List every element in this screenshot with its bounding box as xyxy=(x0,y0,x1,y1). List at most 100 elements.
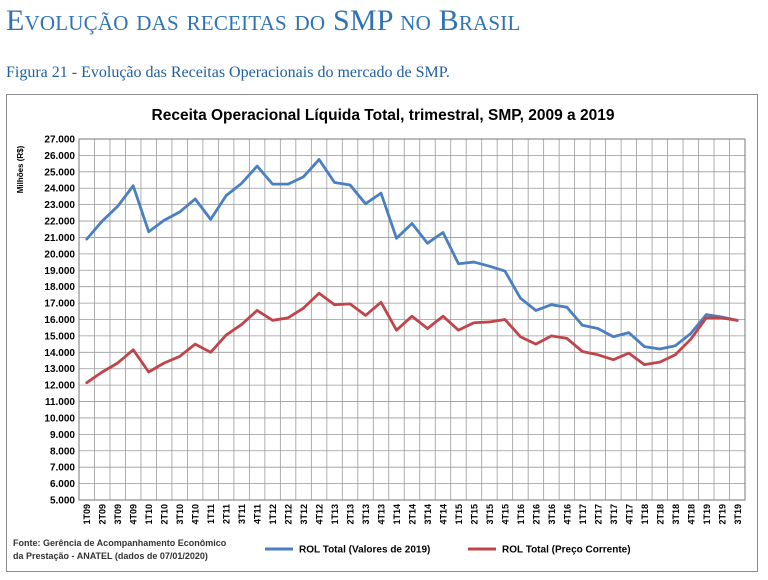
x-tick-label: 1T19 xyxy=(702,504,712,525)
x-tick-label: 1T12 xyxy=(268,504,278,525)
x-tick-label: 1T13 xyxy=(330,504,340,525)
series-2-point xyxy=(534,342,538,346)
series-1-point xyxy=(379,191,383,195)
series-1-point xyxy=(240,182,243,185)
x-tick-label: 3T10 xyxy=(175,504,185,525)
series-1-point xyxy=(534,309,538,312)
y-tick-label: 10.000 xyxy=(44,413,75,424)
series-1-point xyxy=(101,219,104,223)
x-tick-label: 1T17 xyxy=(578,504,588,525)
series-2-point xyxy=(364,314,367,317)
y-tick-label: 19.000 xyxy=(44,266,75,277)
series-line-2 xyxy=(85,291,739,385)
series-1-point xyxy=(472,260,476,264)
series-2-point xyxy=(193,342,197,346)
series-1-point xyxy=(162,219,166,222)
x-tick-label: 4T12 xyxy=(315,504,325,525)
series-1-point xyxy=(643,345,646,348)
series-2-point xyxy=(379,301,383,304)
y-tick-label: 7.000 xyxy=(50,463,75,474)
series-2-point xyxy=(85,381,88,384)
series-1-point xyxy=(348,183,352,187)
series-2-point xyxy=(519,335,522,338)
x-tick-label: 3T14 xyxy=(423,504,433,525)
series-2-point xyxy=(627,351,631,355)
series-1-point xyxy=(581,324,584,327)
series-2-point xyxy=(209,351,212,354)
x-tick-label: 4T09 xyxy=(129,504,139,525)
series-1-point xyxy=(395,237,398,240)
y-tick-label: 25.000 xyxy=(44,167,75,178)
series-1-point xyxy=(364,202,367,206)
series-1-point xyxy=(519,296,522,300)
x-tick-label: 2T09 xyxy=(98,504,108,525)
series-2-point xyxy=(132,348,135,352)
x-tick-label: 2T18 xyxy=(655,504,665,525)
source-line-2: da Prestação - ANATEL (dados de 07/01/20… xyxy=(13,551,208,561)
x-tick-label: 2T13 xyxy=(346,504,356,525)
series-2-point xyxy=(302,306,305,310)
series-2-point xyxy=(674,353,677,356)
y-tick-label: 12.000 xyxy=(44,381,75,392)
y-tick-label: 26.000 xyxy=(44,151,75,162)
series-1-point xyxy=(426,241,429,245)
series-1-point xyxy=(627,331,631,334)
x-tick-label: 4T10 xyxy=(191,504,201,525)
plot-area-border xyxy=(78,138,746,501)
series-1-point xyxy=(224,194,228,197)
series-2-point xyxy=(116,361,119,365)
legend-label-1: ROL Total (Valores de 2019) xyxy=(299,545,430,556)
series-2-point xyxy=(596,353,600,356)
x-tick-label: 4T16 xyxy=(562,504,572,525)
series-1-point xyxy=(503,269,507,273)
x-tick-label: 4T15 xyxy=(500,504,510,525)
points-layer xyxy=(85,158,739,384)
y-tick-label: 5.000 xyxy=(50,496,75,507)
series-2-point xyxy=(720,316,723,320)
x-tick-label: 1T09 xyxy=(82,504,92,525)
series-2-point xyxy=(736,319,739,322)
y-tick-label: 15.000 xyxy=(44,331,75,342)
series-1-point xyxy=(317,158,321,161)
y-tick-label: 6.000 xyxy=(50,479,75,490)
x-tick-label: 2T17 xyxy=(593,504,603,525)
series-2-point xyxy=(410,315,414,318)
x-tick-label: 3T15 xyxy=(485,504,495,525)
x-tick-label: 2T19 xyxy=(717,504,727,525)
series-1-point xyxy=(271,182,274,186)
x-tick-label: 3T18 xyxy=(671,504,681,525)
series-2-point xyxy=(317,292,321,295)
series-2-point xyxy=(426,327,429,330)
series-2-point xyxy=(255,309,259,312)
chart-frame: Receita Operacional Líquida Total, trime… xyxy=(6,94,758,572)
series-1-point xyxy=(689,332,692,335)
series-1-point xyxy=(457,262,460,265)
series-1-point xyxy=(147,230,150,233)
series-1-point xyxy=(410,222,414,225)
x-tick-label: 1T10 xyxy=(144,504,154,525)
series-1-point xyxy=(286,182,290,186)
y-axis-label: Milhões (R$) xyxy=(16,145,25,193)
series-2-point xyxy=(441,315,445,318)
x-tick-label: 3T13 xyxy=(361,504,371,525)
y-tick-label: 23.000 xyxy=(44,200,75,211)
x-tick-label: 4T14 xyxy=(438,504,448,525)
series-2-point xyxy=(503,318,507,321)
x-tick-label: 1T18 xyxy=(640,504,650,525)
series-1-point xyxy=(705,313,708,316)
series-1-point xyxy=(193,197,197,201)
series-1-point xyxy=(85,237,88,241)
series-1-point xyxy=(132,184,135,187)
y-tick-label: 13.000 xyxy=(44,364,75,375)
series-2-point xyxy=(178,355,181,358)
series-2-point xyxy=(472,321,476,324)
legend: ROL Total (Valores de 2019) ROL Total (Pr… xyxy=(265,545,631,556)
grid-layer xyxy=(78,138,746,501)
y-tick-label: 27.000 xyxy=(44,135,75,146)
x-tick-label: 3T17 xyxy=(609,504,619,525)
series-1-point xyxy=(658,347,662,351)
series-2-point xyxy=(658,360,662,364)
series-1-point xyxy=(333,181,336,184)
x-tick-label: 2T14 xyxy=(408,504,418,525)
series-1-point xyxy=(596,327,600,330)
